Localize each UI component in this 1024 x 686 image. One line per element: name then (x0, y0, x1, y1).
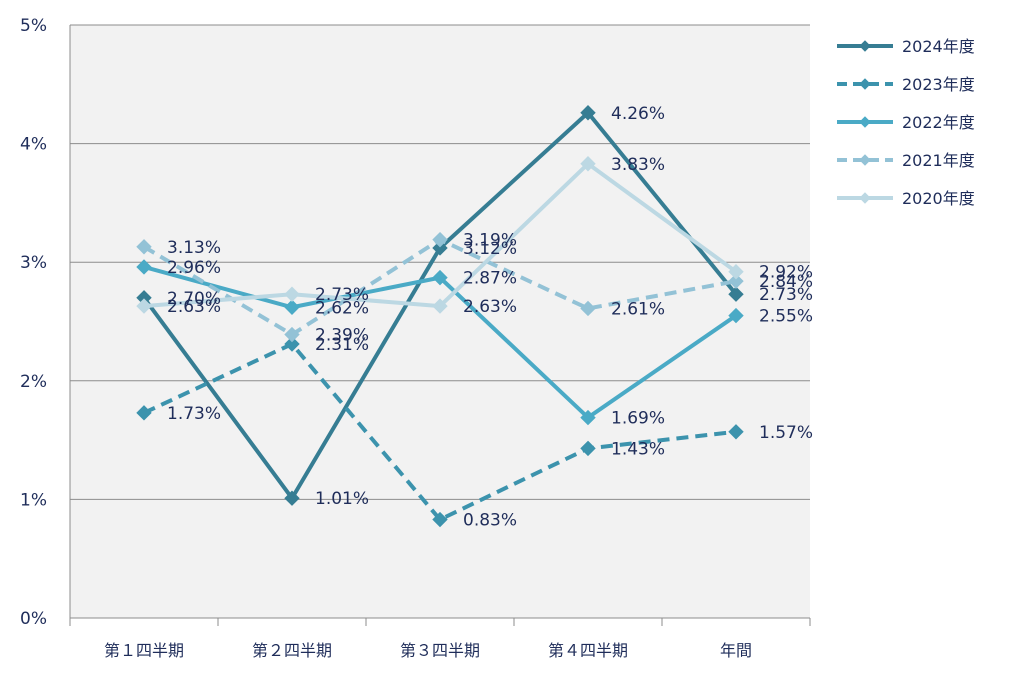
legend-entry: 2020年度 (837, 189, 975, 208)
data-label: 2.96% (167, 258, 221, 278)
y-tick-label: 2% (20, 372, 47, 392)
data-point-marker (580, 409, 596, 426)
data-point-marker (432, 240, 448, 256)
data-point-marker (136, 239, 152, 255)
data-point-marker (432, 298, 448, 314)
data-point-marker (284, 336, 300, 352)
data-labels: 2.70% 1.01% 3.12% 4.26% 2.73% 1.73% 2.31% 0.83%… (167, 104, 813, 531)
y-tick-label: 0% (20, 609, 47, 629)
data-point-marker (728, 424, 744, 440)
data-point-marker (859, 154, 871, 166)
data-point-marker (728, 286, 744, 302)
data-label: 2.84% (759, 272, 813, 292)
legend-label: 2020年度 (902, 189, 975, 208)
series-lines (136, 105, 744, 528)
data-label: 4.26% (611, 104, 665, 124)
x-axis-ticks: 第１四半期 第２四半期 第３四半期 第４四半期 年間 (104, 641, 752, 660)
data-label: 2.63% (167, 297, 221, 317)
x-tick-label: 年間 (720, 641, 752, 660)
data-label: 1.43% (611, 439, 665, 459)
data-point-marker (432, 269, 448, 286)
series-2024年度 (136, 105, 744, 506)
data-point-marker (728, 307, 744, 324)
axes (69, 25, 811, 626)
series-2020年度 (136, 156, 744, 314)
series-2022年度 (136, 259, 744, 426)
legend-label: 2022年度 (902, 113, 975, 132)
data-label: 1.69% (611, 409, 665, 429)
legend: 2024年度 2023年度 2022年度 2021年度 2020年度 (837, 37, 975, 208)
data-label: 2.62% (315, 298, 369, 318)
legend-label: 2023年度 (902, 75, 975, 94)
data-label: 2.73% (759, 285, 813, 305)
data-point-marker (859, 78, 871, 90)
data-label: 2.70% (167, 289, 221, 309)
data-point-marker (728, 263, 744, 280)
y-axis-ticks: 0% 1% 2% 3% 4% 5% (20, 16, 47, 629)
data-label: 2.31% (315, 335, 369, 355)
series-2021年度 (136, 231, 744, 343)
data-point-marker (859, 192, 871, 204)
data-label: 3.13% (167, 238, 221, 258)
data-label: 2.61% (611, 299, 665, 319)
data-point-marker (859, 40, 871, 52)
data-point-marker (136, 298, 152, 314)
plot-area (70, 25, 810, 618)
gridlines (70, 24, 810, 500)
data-point-marker (284, 286, 300, 302)
data-label: 1.01% (315, 489, 369, 509)
data-point-marker (284, 326, 300, 343)
data-point-marker (580, 300, 596, 317)
data-label: 2.39% (315, 326, 369, 346)
data-label: 3.83% (611, 155, 665, 175)
data-point-marker (136, 405, 152, 421)
legend-entry: 2024年度 (837, 37, 975, 56)
series-2023年度 (136, 336, 744, 528)
data-label: 2.73% (315, 285, 369, 305)
legend-entry: 2023年度 (837, 75, 975, 94)
data-point-marker (432, 231, 448, 248)
data-label: 3.19% (463, 231, 517, 251)
legend-label: 2021年度 (902, 151, 975, 170)
data-point-marker (284, 490, 300, 506)
data-label: 1.57% (759, 423, 813, 443)
legend-entry: 2022年度 (837, 113, 975, 132)
x-tick-label: 第２四半期 (252, 641, 332, 660)
x-tick-label: 第１四半期 (104, 641, 184, 660)
y-tick-label: 3% (20, 253, 47, 273)
data-label: 2.92% (759, 263, 813, 283)
data-label: 2.87% (463, 269, 517, 289)
x-tick-label: 第４四半期 (548, 641, 628, 660)
legend-label: 2024年度 (902, 37, 975, 56)
data-label: 2.55% (759, 307, 813, 327)
data-point-marker (284, 299, 300, 315)
x-tick-label: 第３四半期 (400, 641, 480, 660)
data-label: 0.83% (463, 511, 517, 531)
data-point-marker (136, 259, 152, 275)
data-point-marker (859, 116, 871, 128)
data-point-marker (580, 440, 596, 457)
data-label: 2.63% (463, 297, 517, 317)
y-tick-label: 5% (20, 16, 47, 36)
y-tick-label: 1% (20, 490, 47, 510)
y-tick-label: 4% (20, 135, 47, 155)
legend-entry: 2021年度 (837, 151, 975, 170)
data-point-marker (432, 511, 448, 528)
data-point-marker (580, 156, 596, 172)
data-point-marker (728, 273, 744, 289)
data-label: 3.12% (463, 239, 517, 259)
data-label: 1.73% (167, 404, 221, 424)
data-point-marker (580, 105, 596, 121)
